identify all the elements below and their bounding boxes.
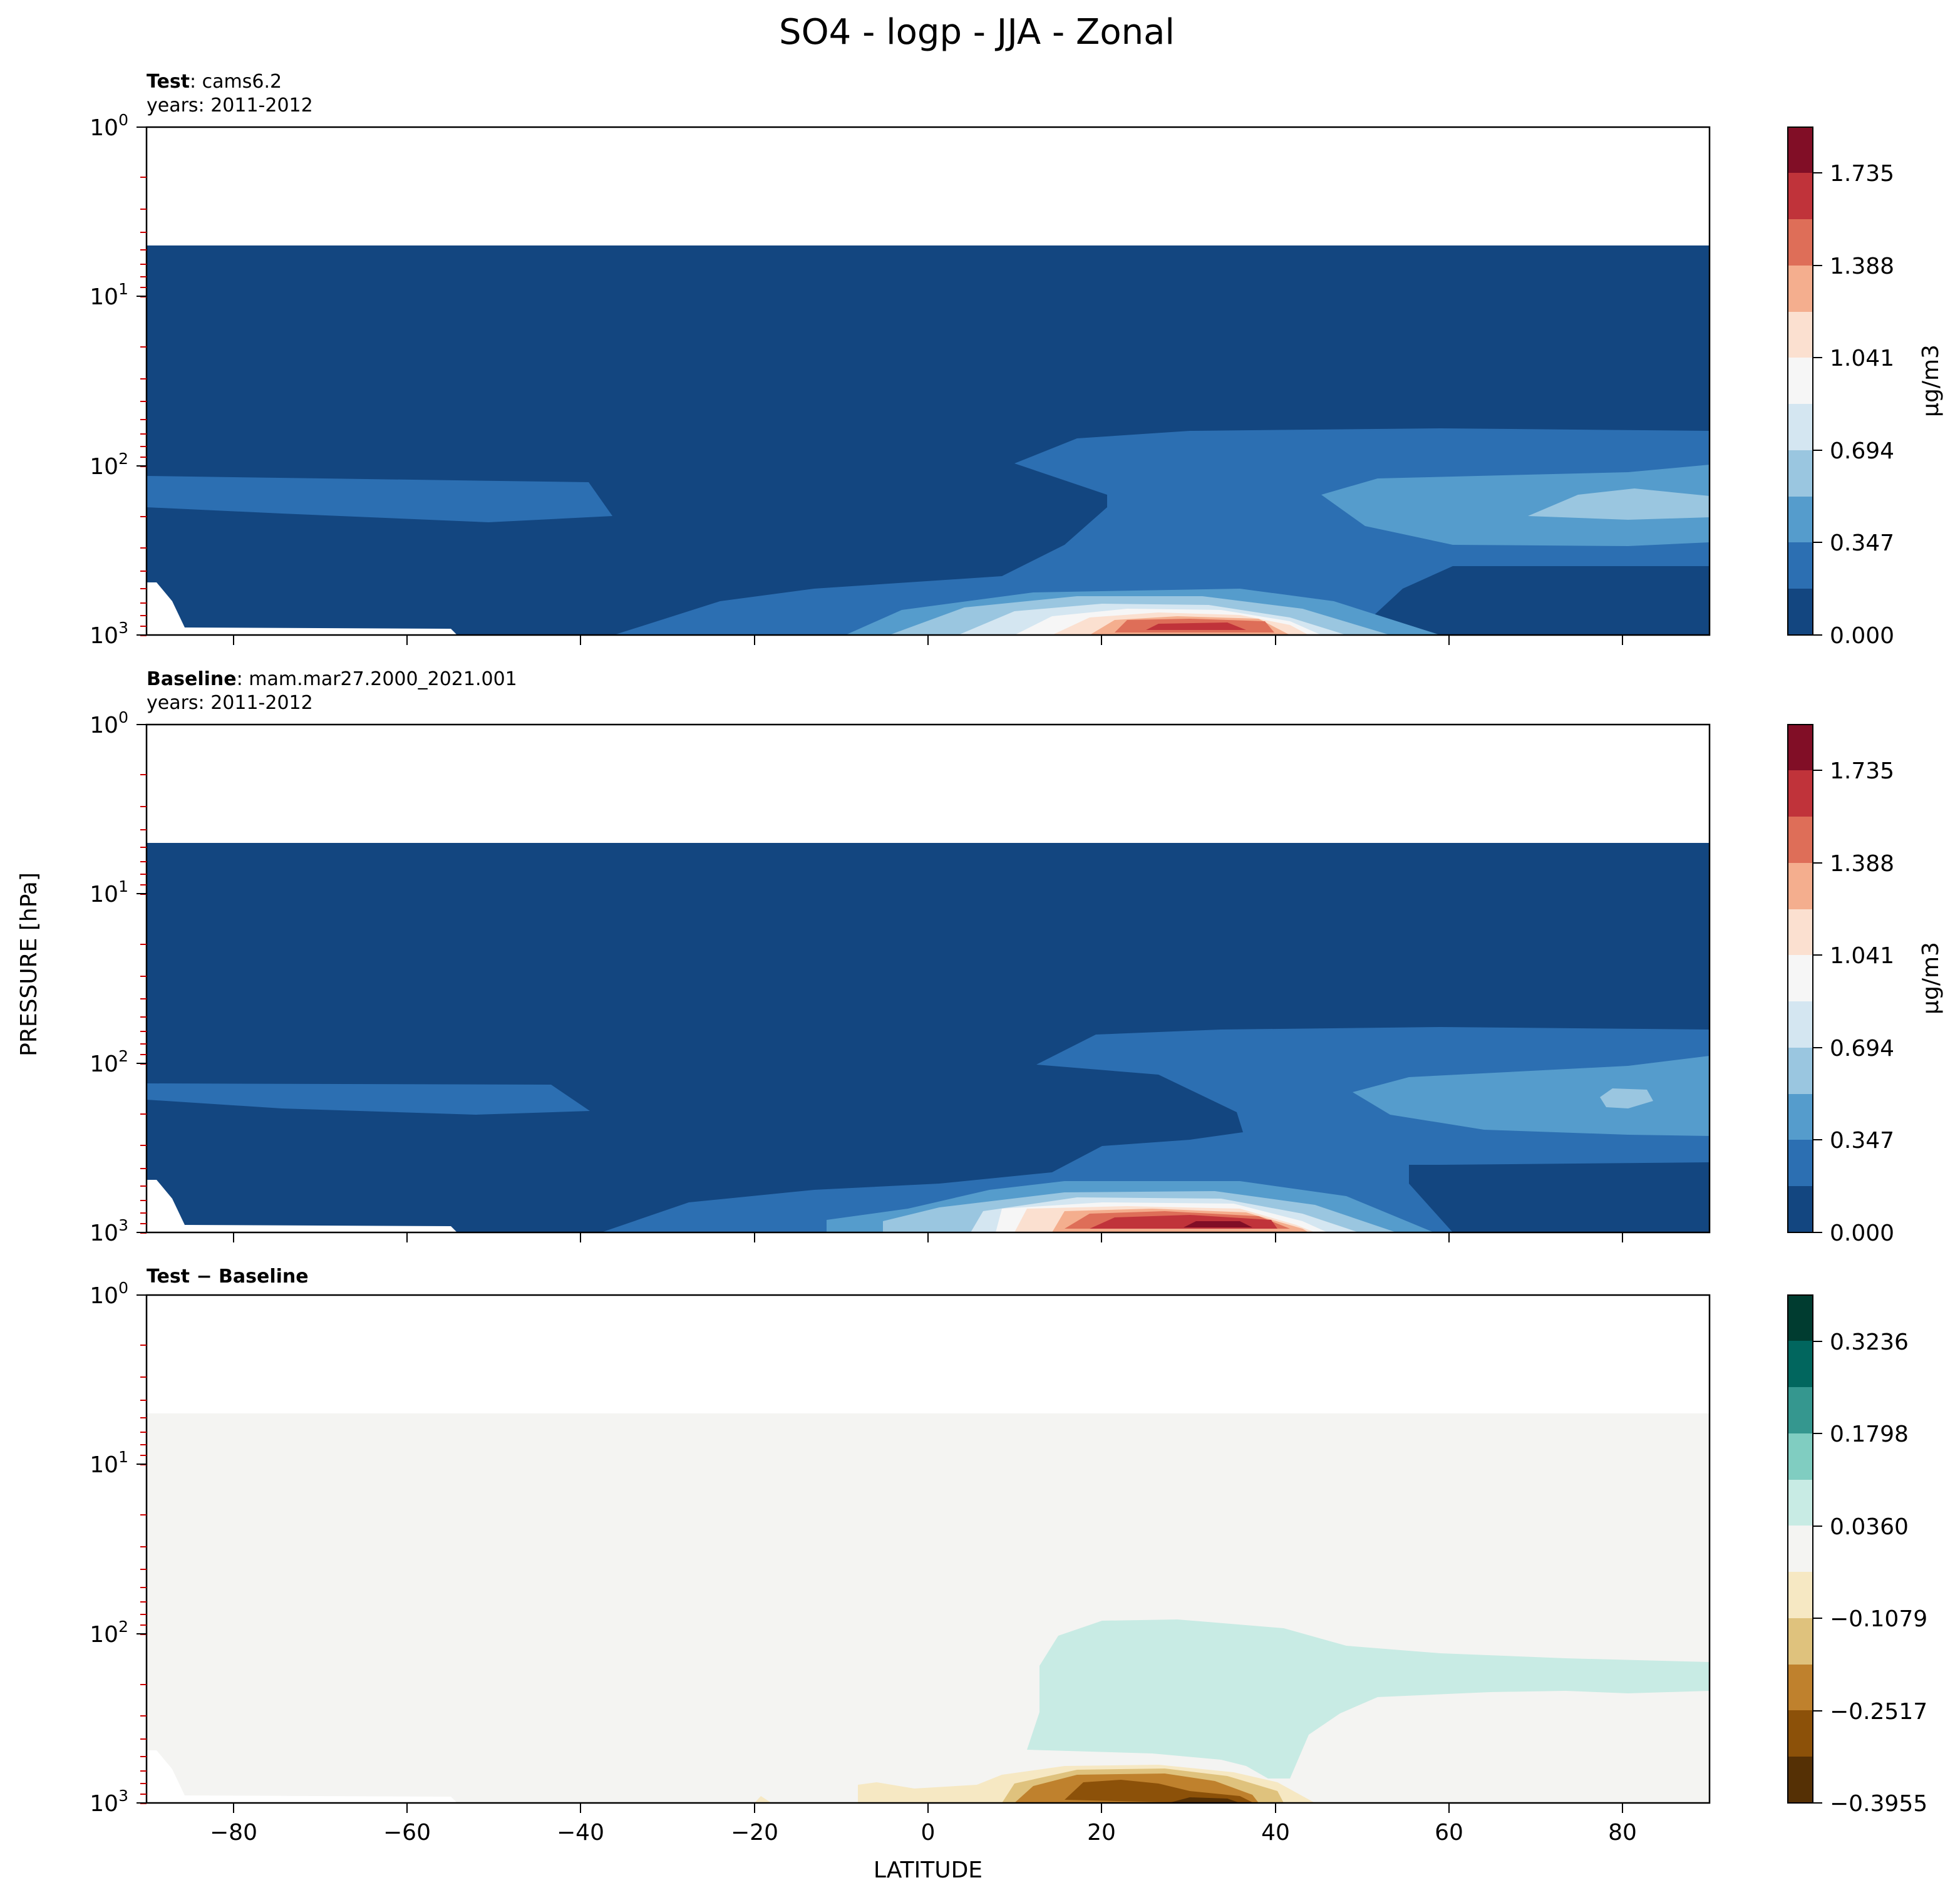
panel-diff-ytick-1e1: 101	[90, 1448, 128, 1478]
panel-test-band-b9	[1146, 622, 1246, 630]
panel-diff-fill-neutral	[147, 1413, 1710, 1803]
xtick-label-40: 40	[1261, 1820, 1290, 1846]
panel-baseline-band-b1-sh	[147, 1083, 590, 1115]
panel-baseline-cbar-tick-2: 0.694	[1830, 1036, 1894, 1061]
panel-baseline-subtitle: years: 2011-2012	[147, 692, 313, 714]
figure-title: SO4 - logp - JJA - Zonal	[779, 12, 1175, 53]
panel-test-cbar-label: μg/m3	[1918, 344, 1944, 417]
panel-diff-cbar-tick-3: 0.0360	[1830, 1514, 1909, 1540]
panel-baseline-ytick-1e1: 101	[90, 877, 128, 907]
panel-diff-cbar-tick-4: 0.1798	[1830, 1422, 1909, 1447]
panel-test-cbar-tick-4: 1.388	[1830, 254, 1894, 279]
panel-baseline-cbar-tick-0: 0.000	[1830, 1221, 1894, 1246]
panel-test-cbar-tick-2: 0.694	[1830, 438, 1894, 464]
panel-baseline-missing-bottom-left	[147, 1180, 457, 1232]
panel-baseline-colorbar: 0.000 0.347 0.694 1.041 1.388 1.735 μg/m…	[1787, 724, 1944, 1246]
panel-baseline-title-rest: : mam.mar27.2000_2021.001	[237, 668, 517, 690]
panel-diff: Test − Baseline 100 101 102	[90, 1266, 1927, 1846]
panel-diff-cbar-tick-0: −0.3955	[1830, 1791, 1927, 1817]
panel-test-cbar-tick-5: 1.735	[1830, 161, 1894, 187]
panel-diff-minor-ticks	[140, 1345, 147, 1804]
panel-baseline-minor-ticks	[140, 774, 147, 1234]
panel-test-band-b3-nh	[1528, 488, 1710, 520]
xtick-label-m40: −40	[557, 1820, 604, 1846]
panel-test-missing-bottom-left	[147, 582, 457, 635]
xtick-label-m20: −20	[731, 1820, 778, 1846]
panel-diff-cbar-tick-2: −0.1079	[1830, 1606, 1927, 1632]
panel-test-cbar-tick-1: 0.347	[1830, 530, 1894, 556]
panel-baseline-ytick-1e0: 100	[90, 708, 128, 738]
xtick-label-60: 60	[1435, 1820, 1463, 1846]
panel-diff-missing-bottom-left	[147, 1750, 457, 1803]
panel-baseline-ytick-1e3: 103	[90, 1216, 128, 1246]
panel-baseline-band-b10	[1184, 1221, 1252, 1227]
panel-diff-plot-area	[147, 1295, 1710, 1803]
panel-test-cbar-tick-0: 0.000	[1830, 623, 1894, 649]
xtick-label-m60: −60	[383, 1820, 431, 1846]
panel-diff-y-axis: 100 101 102 103	[90, 1279, 147, 1817]
figure-ylabel: PRESSURE [hPa]	[16, 872, 42, 1056]
panel-test-title: Test: cams6.2	[147, 71, 282, 93]
panel-diff-band-neg4	[1065, 1780, 1252, 1802]
panel-baseline-title-bold: Baseline	[147, 668, 237, 690]
panel-baseline-band-b2-top	[1353, 1056, 1710, 1136]
panel-diff-cbar-tick-1: −0.2517	[1830, 1699, 1927, 1725]
panel-diff-x-axis: −80 −60 −40 −20 0 20 40 60 80	[210, 1803, 1637, 1846]
panel-baseline-title: Baseline: mam.mar27.2000_2021.001	[147, 668, 517, 690]
panel-baseline-cbar-tick-1: 0.347	[1830, 1128, 1894, 1154]
panel-test-x-ticks	[233, 635, 1623, 645]
panel-test-cbar-tick-3: 1.041	[1830, 346, 1894, 371]
panel-baseline-y-axis: 100 101 102 103	[90, 708, 147, 1246]
xtick-label-m80: −80	[210, 1820, 257, 1846]
panel-test-y-axis: 100 101 102 103	[90, 111, 147, 649]
panel-baseline-cbar-tick-4: 1.388	[1830, 851, 1894, 877]
panel-test: Test: cams6.2 years: 2011-2012	[90, 71, 1944, 649]
panel-test-subtitle: years: 2011-2012	[147, 95, 313, 116]
panel-test-title-bold: Test	[147, 71, 190, 93]
panel-baseline-x-ticks	[233, 1232, 1623, 1242]
panel-test-band-b2-top	[1321, 465, 1710, 546]
xtick-label-0: 0	[921, 1820, 936, 1846]
panel-diff-title: Test − Baseline	[147, 1266, 309, 1288]
panel-baseline: Baseline: mam.mar27.2000_2021.001 years:…	[90, 668, 1944, 1246]
panel-test-ytick-1e1: 101	[90, 280, 128, 310]
panel-test-band-b1-sh	[147, 476, 612, 522]
figure-xlabel: LATITUDE	[874, 1857, 983, 1883]
panel-diff-band-pos1	[1027, 1619, 1710, 1779]
panel-test-ytick-1e0: 100	[90, 111, 128, 141]
panel-diff-band-neg1-small	[755, 1796, 771, 1803]
panel-diff-colorbar: −0.3955 −0.2517 −0.1079 0.0360 0.1798 0.…	[1787, 1294, 1927, 1817]
panel-baseline-ytick-1e2: 102	[90, 1047, 128, 1077]
xtick-label-80: 80	[1608, 1820, 1637, 1846]
panel-diff-ytick-1e0: 100	[90, 1279, 128, 1309]
panel-test-minor-ticks	[140, 177, 147, 636]
panel-test-ytick-1e2: 102	[90, 450, 128, 480]
panel-test-ytick-1e3: 103	[90, 619, 128, 649]
panel-baseline-cbar-label: μg/m3	[1918, 942, 1944, 1015]
panel-test-colorbar: 0.000 0.347 0.694 1.041 1.388 1.735 μg/m…	[1787, 126, 1944, 649]
panel-diff-ytick-1e2: 102	[90, 1618, 128, 1648]
panel-baseline-band-b3-nh	[1600, 1088, 1653, 1108]
panel-baseline-cbar-tick-5: 1.735	[1830, 758, 1894, 784]
panel-diff-ytick-1e3: 103	[90, 1787, 128, 1817]
panel-diff-band-neg5	[1171, 1797, 1240, 1803]
xtick-label-20: 20	[1087, 1820, 1116, 1846]
panel-diff-cbar-tick-5: 0.3236	[1830, 1329, 1909, 1355]
panel-baseline-cbar-tick-3: 1.041	[1830, 943, 1894, 969]
panel-test-plot-area	[147, 127, 1710, 635]
panel-test-title-rest: : cams6.2	[190, 71, 282, 93]
panel-baseline-plot-area	[147, 725, 1710, 1232]
